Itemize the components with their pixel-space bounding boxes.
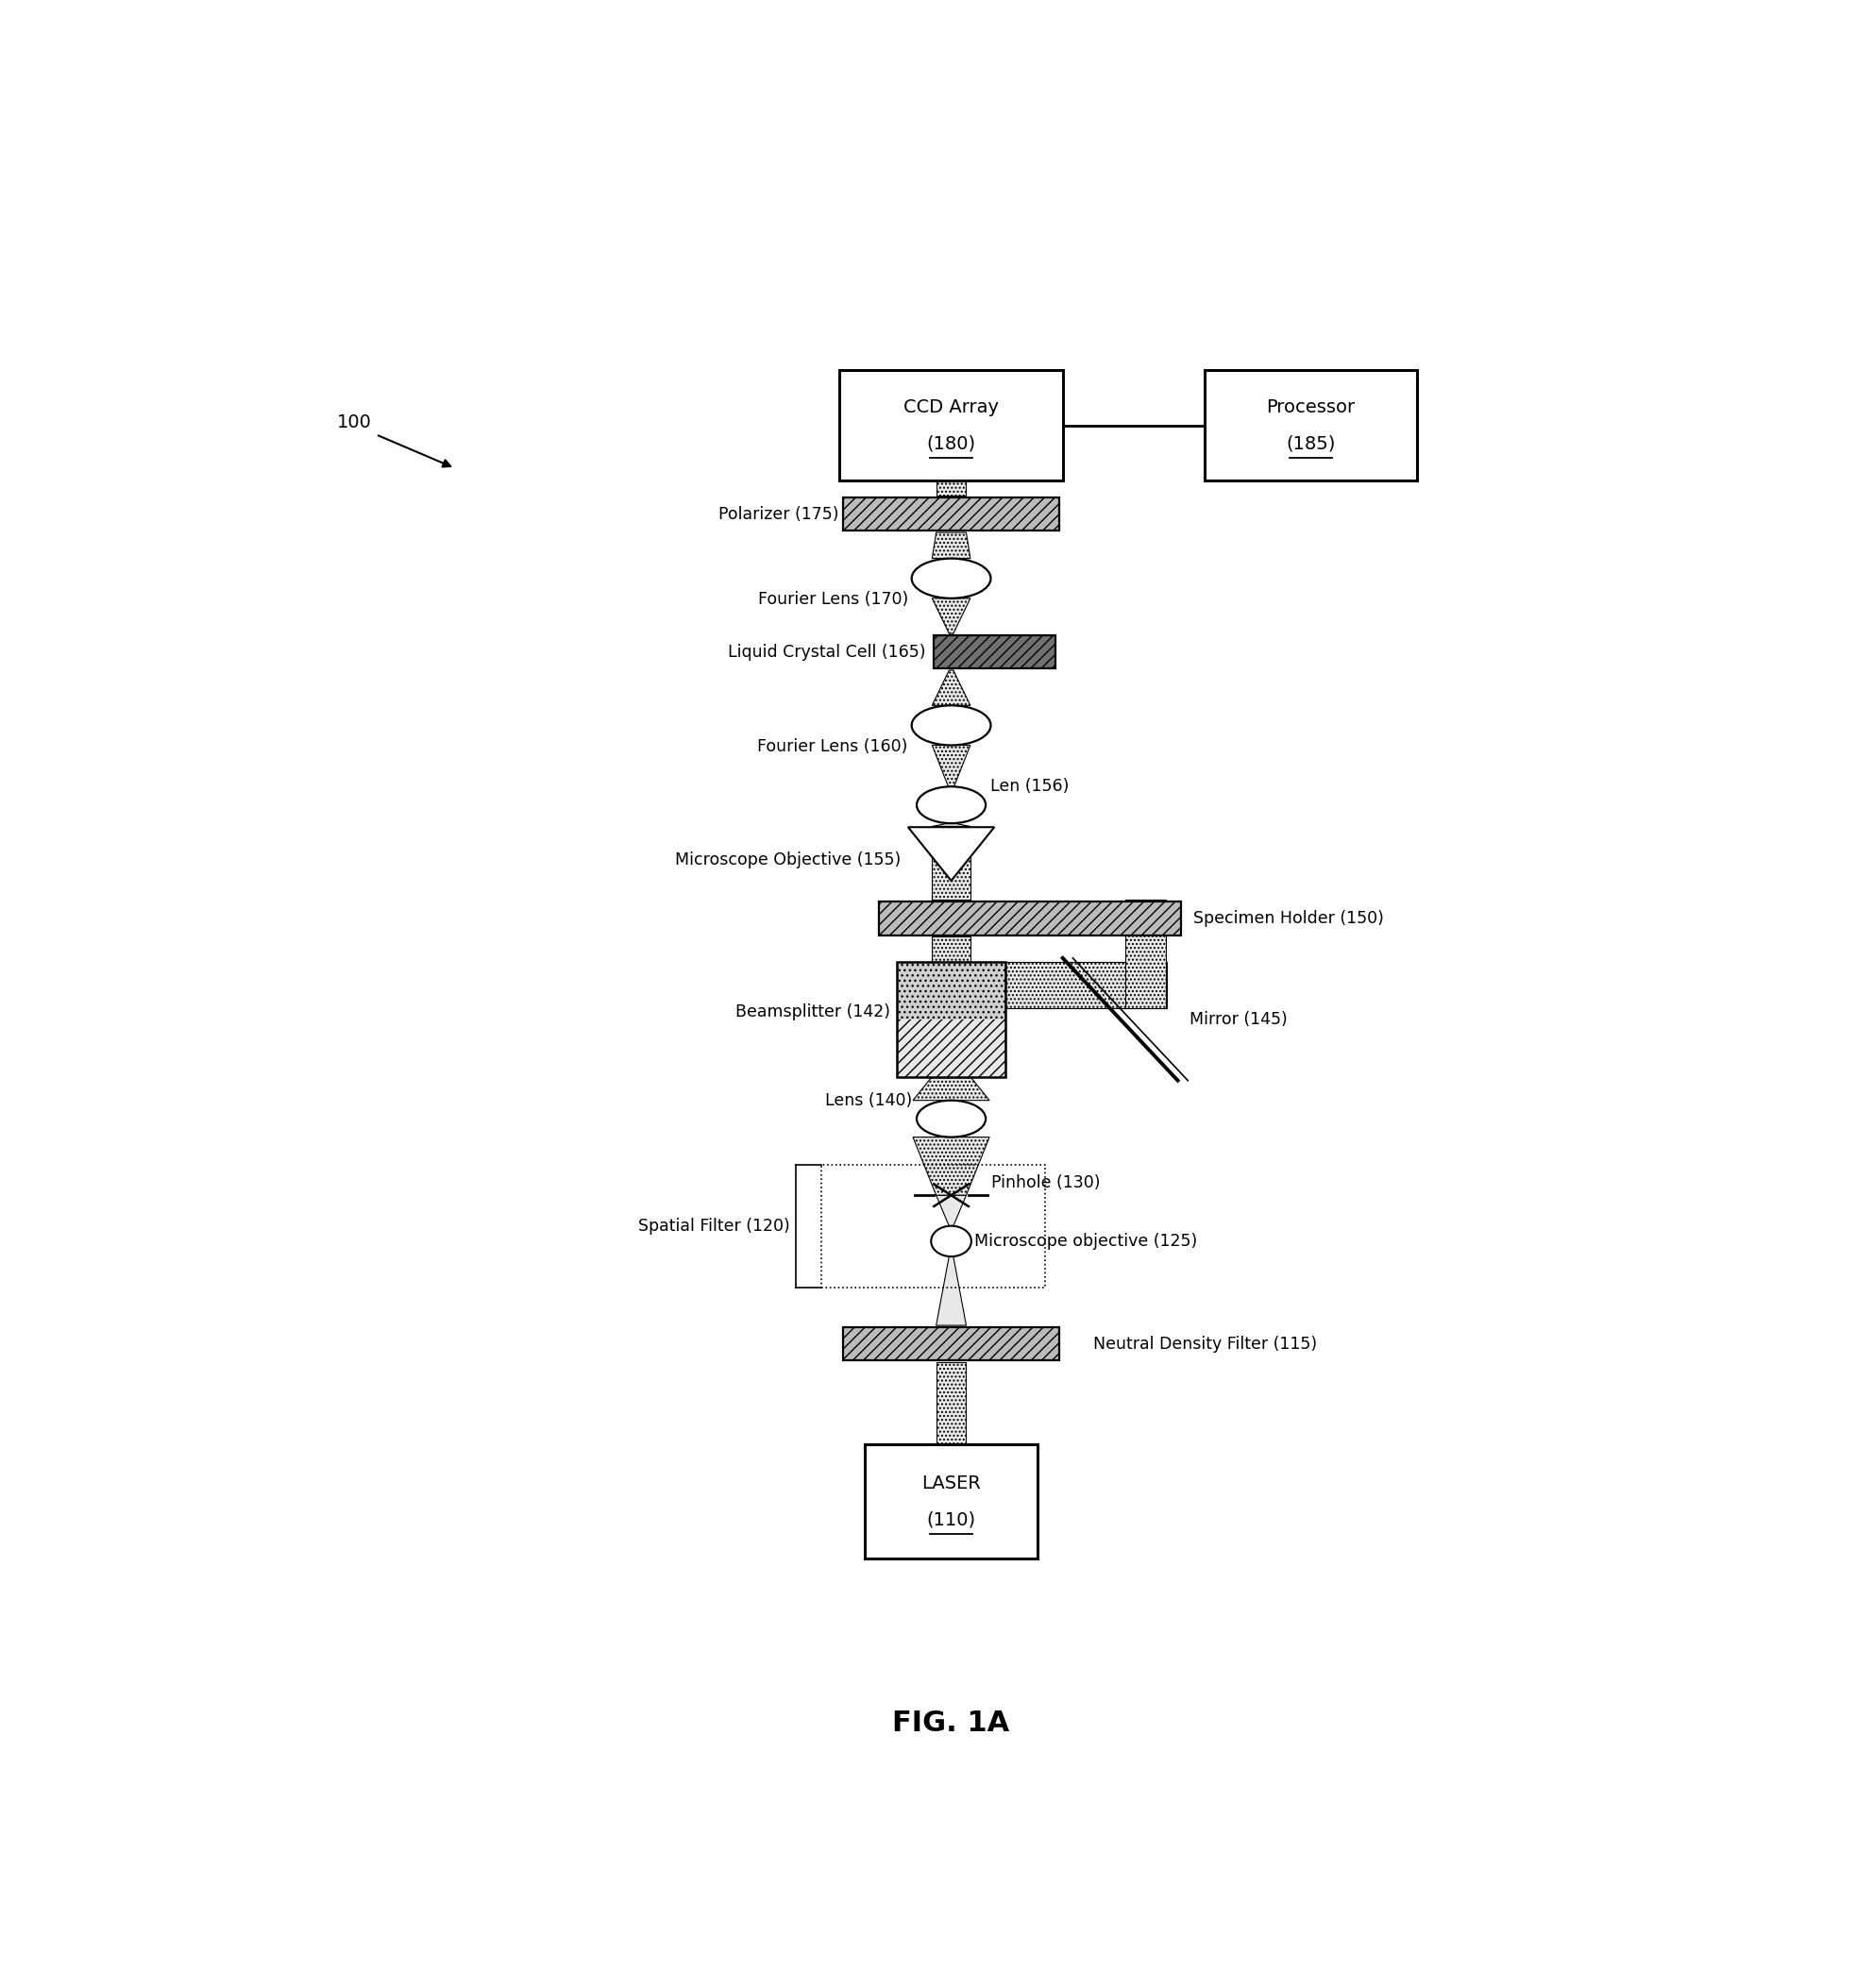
Ellipse shape (917, 787, 986, 823)
Text: (185): (185) (1286, 435, 1336, 453)
Bar (865, 1443, 1038, 1559)
Polygon shape (935, 1195, 967, 1227)
Text: Fourier Lens (160): Fourier Lens (160) (757, 738, 908, 755)
Bar (932, 847, 971, 901)
Ellipse shape (911, 559, 991, 598)
Text: Microscope objective (125): Microscope objective (125) (974, 1233, 1197, 1250)
Bar (1125, 901, 1166, 1008)
Bar (1205, 370, 1418, 481)
Text: Lens (140): Lens (140) (826, 1091, 913, 1109)
Ellipse shape (932, 1227, 971, 1256)
Text: Liquid Crystal Cell (165): Liquid Crystal Cell (165) (728, 644, 926, 660)
Text: (110): (110) (926, 1511, 976, 1529)
Bar (935, 481, 967, 495)
Text: Specimen Holder (150): Specimen Holder (150) (1193, 911, 1383, 926)
Bar (934, 634, 1056, 668)
Text: 100: 100 (336, 414, 371, 431)
Text: Spatial Filter (120): Spatial Filter (120) (638, 1217, 791, 1235)
Text: Fourier Lens (170): Fourier Lens (170) (757, 590, 908, 608)
Bar (932, 962, 971, 1077)
Polygon shape (932, 670, 971, 706)
Polygon shape (913, 1137, 989, 1195)
Bar (839, 370, 1063, 481)
Ellipse shape (917, 1101, 986, 1137)
Text: Polarizer (175): Polarizer (175) (718, 505, 839, 523)
Polygon shape (932, 823, 971, 827)
Bar (932, 936, 971, 962)
Text: Len (156): Len (156) (989, 777, 1069, 795)
Text: LASER: LASER (922, 1473, 980, 1493)
Bar (822, 1165, 1045, 1286)
Bar (896, 1020, 1006, 1077)
Bar (978, 962, 1167, 1008)
Text: Microscope Objective (155): Microscope Objective (155) (676, 851, 900, 869)
Bar (880, 901, 1182, 934)
Text: Mirror (145): Mirror (145) (1190, 1010, 1288, 1028)
Bar (843, 1326, 1060, 1360)
Text: Beamsplitter (142): Beamsplitter (142) (735, 1004, 891, 1020)
Polygon shape (932, 746, 971, 787)
Bar (896, 962, 1006, 1020)
Text: Neutral Density Filter (115): Neutral Density Filter (115) (1093, 1336, 1318, 1352)
Text: Processor: Processor (1266, 398, 1355, 415)
Polygon shape (935, 1256, 967, 1326)
Polygon shape (913, 1077, 989, 1101)
Polygon shape (908, 827, 995, 881)
Text: FIG. 1A: FIG. 1A (893, 1710, 1010, 1738)
Bar (896, 962, 1006, 1077)
Polygon shape (932, 533, 971, 559)
Text: CCD Array: CCD Array (904, 398, 999, 415)
Bar (935, 1362, 967, 1443)
Ellipse shape (911, 706, 991, 746)
Text: Pinhole (130): Pinhole (130) (991, 1175, 1101, 1191)
Text: (180): (180) (926, 435, 976, 453)
Bar (843, 497, 1060, 531)
Polygon shape (932, 598, 971, 634)
